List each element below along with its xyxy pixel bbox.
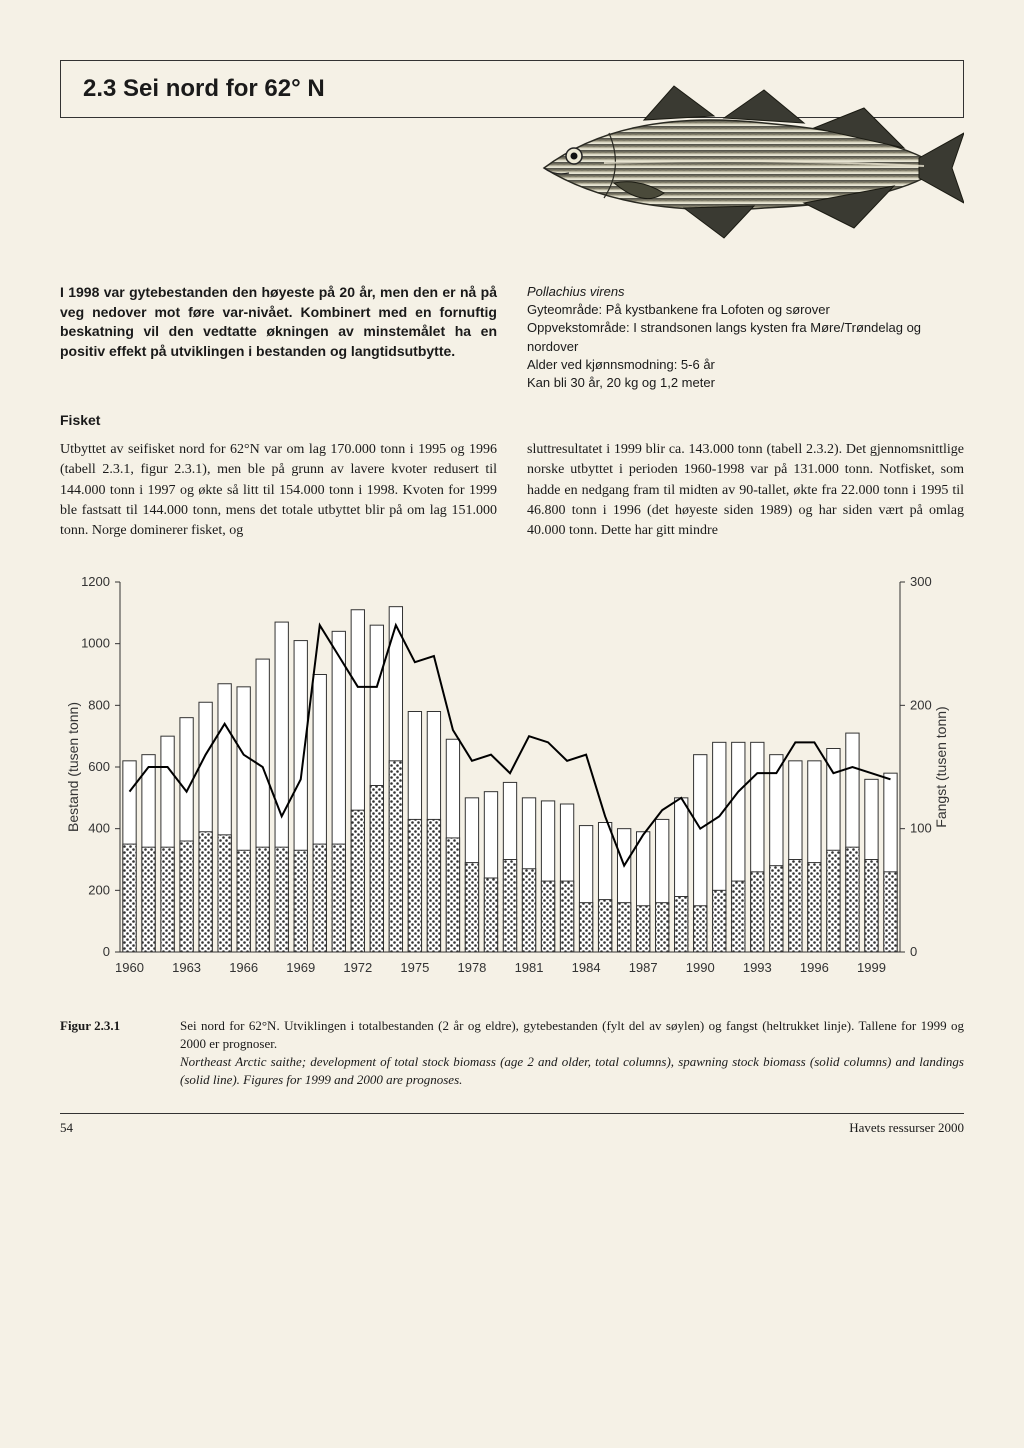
svg-text:200: 200: [910, 697, 932, 712]
svg-text:800: 800: [88, 697, 110, 712]
figure-chart: 0 200 400 600 800 1000 1200 0 100 200 300 Bestand (…: [60, 572, 964, 997]
svg-text:1984: 1984: [572, 960, 601, 975]
svg-text:0: 0: [910, 944, 917, 959]
svg-text:1966: 1966: [229, 960, 258, 975]
figure-caption: Figur 2.3.1 Sei nord for 62°N. Utvikling…: [60, 1017, 964, 1090]
body-row: Utbyttet av seifisket nord for 62°N var …: [60, 440, 964, 541]
svg-text:1972: 1972: [343, 960, 372, 975]
subsection-heading: Fisket: [60, 412, 964, 428]
page-number: 54: [60, 1120, 73, 1136]
body-paragraph-right: sluttresultatet i 1999 blir ca. 143.000 …: [527, 440, 964, 541]
svg-text:Bestand (tusen tonn): Bestand (tusen tonn): [65, 702, 81, 832]
svg-text:Fangst (tusen tonn): Fangst (tusen tonn): [933, 706, 949, 827]
svg-text:400: 400: [88, 820, 110, 835]
svg-text:1978: 1978: [457, 960, 486, 975]
svg-text:1960: 1960: [115, 960, 144, 975]
species-line: Gyteområde: På kystbankene fra Lofoten o…: [527, 301, 964, 319]
species-latin-name: Pollachius virens: [527, 283, 964, 301]
svg-text:600: 600: [88, 759, 110, 774]
figure-label: Figur 2.3.1: [60, 1017, 150, 1090]
svg-text:300: 300: [910, 574, 932, 589]
species-line: Alder ved kjønnsmodning: 5-6 år: [527, 356, 964, 374]
figure-caption-text: Sei nord for 62°N. Utviklingen i totalbe…: [180, 1017, 964, 1090]
body-paragraph-left: Utbyttet av seifisket nord for 62°N var …: [60, 440, 497, 541]
svg-text:1981: 1981: [515, 960, 544, 975]
page-footer: 54 Havets ressurser 2000: [60, 1120, 964, 1136]
intro-row: I 1998 var gytebestanden den høyeste på …: [60, 283, 964, 392]
intro-paragraph: I 1998 var gytebestanden den høyeste på …: [60, 283, 497, 361]
svg-text:1963: 1963: [172, 960, 201, 975]
species-line: Oppvekstområde: I strandsonen langs kyst…: [527, 319, 964, 355]
species-line: Kan bli 30 år, 20 kg og 1,2 meter: [527, 374, 964, 392]
svg-text:0: 0: [103, 944, 110, 959]
svg-text:1996: 1996: [800, 960, 829, 975]
chart-svg: 0 200 400 600 800 1000 1200 0 100 200 300 Bestand (…: [60, 572, 960, 992]
svg-text:1000: 1000: [81, 635, 110, 650]
footer-source: Havets ressurser 2000: [849, 1120, 964, 1136]
svg-text:1999: 1999: [857, 960, 886, 975]
svg-text:100: 100: [910, 820, 932, 835]
svg-text:1987: 1987: [629, 960, 658, 975]
svg-text:200: 200: [88, 882, 110, 897]
svg-text:1990: 1990: [686, 960, 715, 975]
species-info-box: Pollachius virens Gyteområde: På kystban…: [527, 283, 964, 392]
fish-illustration: [60, 78, 964, 253]
svg-text:1969: 1969: [286, 960, 315, 975]
svg-text:1975: 1975: [400, 960, 429, 975]
footer-rule: [60, 1113, 964, 1114]
svg-text:1200: 1200: [81, 574, 110, 589]
svg-text:1993: 1993: [743, 960, 772, 975]
